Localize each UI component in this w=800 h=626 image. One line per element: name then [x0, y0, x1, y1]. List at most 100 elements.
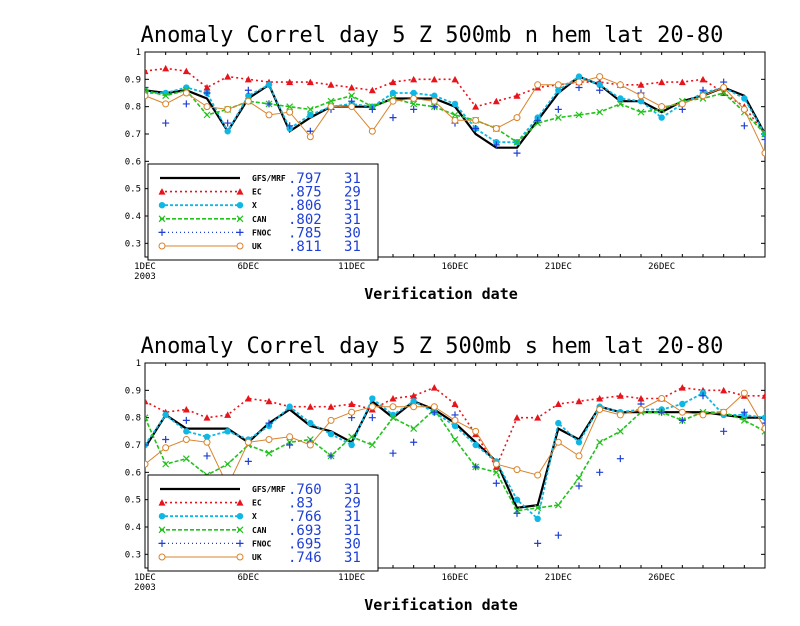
data-point [720, 427, 728, 435]
data-point [162, 436, 170, 444]
data-point [575, 474, 583, 482]
legend-label: EC [252, 499, 262, 508]
data-point [410, 105, 418, 113]
data-point [410, 403, 418, 411]
series-layer [145, 384, 765, 547]
data-point [286, 403, 293, 410]
data-point [182, 100, 190, 108]
data-point [678, 384, 686, 391]
data-point [616, 100, 624, 108]
x-tick-label: 16DEC [441, 573, 468, 583]
data-point [596, 108, 604, 116]
data-point [575, 73, 583, 80]
y-tick-label: 0.9 [125, 386, 141, 396]
data-point [265, 449, 273, 457]
data-point [265, 100, 273, 108]
legend-count: 31 [344, 523, 361, 539]
data-point [699, 411, 707, 419]
data-point [451, 100, 459, 108]
data-point [554, 81, 562, 89]
data-point [410, 89, 417, 97]
data-point [513, 114, 521, 122]
x-tick-sublabel: 2003 [134, 272, 156, 282]
data-point [761, 425, 765, 433]
data-point [224, 411, 232, 418]
data-point [145, 86, 149, 94]
series-gfs-mrf [145, 75, 765, 149]
data-point [410, 425, 418, 433]
data-point [492, 460, 500, 468]
data-point [761, 135, 765, 143]
data-point [162, 444, 170, 452]
data-point [699, 92, 707, 100]
x-tick-label: 1DEC [134, 573, 156, 583]
data-point [244, 86, 252, 94]
data-point [740, 105, 748, 113]
legend-marker [236, 215, 244, 223]
data-point [369, 395, 376, 402]
data-point [368, 86, 376, 94]
y-tick-label: 0.5 [125, 185, 141, 195]
data-point [224, 105, 232, 113]
data-point [203, 103, 211, 111]
data-point [472, 116, 480, 124]
data-point [327, 452, 335, 460]
chart-title: Anomaly Correl day 5 Z 500mb s hem lat 2… [141, 334, 724, 359]
data-point [740, 416, 748, 424]
data-point [286, 78, 294, 86]
data-point [513, 414, 521, 421]
y-tick-label: 0.8 [125, 414, 141, 424]
data-point [244, 457, 252, 465]
x-tick-label: 21DEC [545, 262, 572, 272]
data-point [327, 97, 335, 105]
data-point [368, 403, 376, 411]
data-point [327, 103, 335, 111]
x-tick-label: 21DEC [545, 573, 572, 583]
data-point [307, 419, 314, 427]
series-uk [145, 73, 765, 157]
data-point [389, 97, 397, 105]
data-point [145, 441, 149, 449]
chart-panel-1: Anomaly Correl day 5 Z 500mb n hem lat 2… [125, 23, 766, 303]
legend-label: CAN [252, 215, 267, 224]
legend-marker [158, 553, 166, 561]
x-tick-label: 6DEC [237, 262, 259, 272]
data-point [430, 384, 438, 391]
data-point [162, 100, 170, 108]
data-point [472, 427, 480, 435]
legend-count: 31 [344, 239, 361, 255]
data-point [740, 408, 748, 416]
legend-label: X [252, 512, 257, 521]
legend-marker [236, 526, 244, 534]
data-point [348, 92, 356, 100]
data-point [327, 430, 335, 438]
data-point [699, 392, 707, 400]
legend-entry: CAN .802 31 [158, 212, 361, 228]
data-point [306, 403, 314, 410]
legend-label: X [252, 201, 257, 210]
data-point [410, 94, 418, 102]
x-tick-label: 26DEC [648, 573, 675, 583]
x-tick-label: 11DEC [338, 262, 365, 272]
data-point [348, 408, 356, 416]
data-point [182, 405, 190, 413]
legend-marker [236, 513, 244, 520]
data-point [244, 438, 252, 446]
data-point [286, 441, 294, 449]
legend-count: 31 [344, 550, 361, 566]
data-point [513, 509, 521, 517]
data-point [761, 414, 765, 421]
legend-marker [236, 228, 244, 236]
legend-marker [158, 539, 166, 547]
data-point [306, 441, 314, 449]
data-point [616, 411, 624, 419]
data-point [492, 141, 500, 149]
data-point [492, 468, 500, 476]
data-point [203, 433, 211, 440]
y-tick-label: 0.6 [125, 468, 141, 478]
data-point [555, 419, 562, 427]
legend-count: 31 [344, 509, 361, 525]
y-tick-label: 0.3 [125, 239, 141, 249]
